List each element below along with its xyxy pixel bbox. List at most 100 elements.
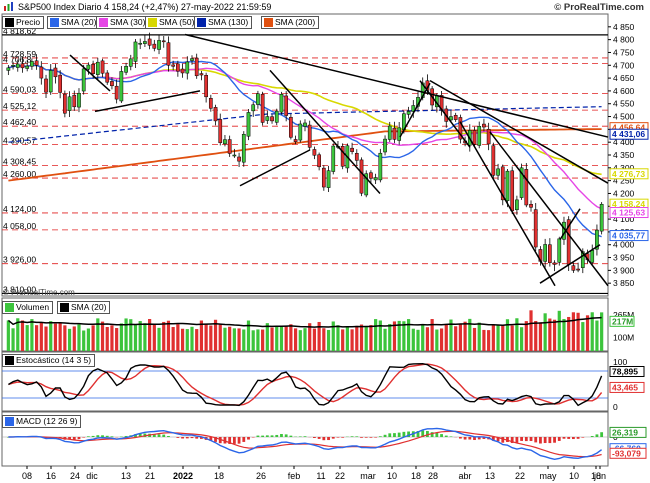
x-tick-label: 18	[591, 471, 601, 481]
candle	[373, 177, 378, 181]
level-label: 4 728,59	[3, 49, 36, 59]
candle	[359, 159, 364, 194]
volume-bar	[430, 319, 434, 351]
y-tick-label: 4 000	[613, 240, 635, 250]
legend-swatch-volume	[5, 303, 14, 312]
prorealtime-logo-icon	[4, 2, 13, 11]
candle	[265, 116, 270, 121]
x-tick-label: 28	[428, 471, 438, 481]
macd-histogram-bar	[280, 433, 283, 437]
macd-histogram-bar	[6, 437, 10, 438]
candle	[218, 119, 223, 143]
stochastic-legend: Estocástico (14 3 5)	[2, 354, 96, 367]
candle	[500, 166, 505, 201]
volume-bar	[435, 329, 439, 351]
macd-histogram-bar	[72, 437, 76, 440]
candle	[270, 116, 274, 122]
macd-histogram-bar	[105, 435, 109, 437]
volume-bar	[336, 325, 340, 351]
level-label: 4 525,12	[3, 101, 36, 111]
y-tick-label: 4 850	[613, 22, 635, 32]
candle	[72, 94, 77, 108]
candle	[77, 92, 81, 108]
legend-swatch-sma130	[197, 18, 206, 27]
candle	[133, 41, 138, 62]
candle	[53, 67, 58, 78]
volume-bar	[454, 326, 458, 351]
volume-bar	[115, 328, 119, 351]
volume-bar	[421, 324, 425, 351]
macd-legend: MACD (12 26 9)	[2, 415, 82, 428]
macd-histogram-bar	[124, 435, 128, 437]
volume-bar	[449, 319, 453, 351]
x-tick-label: 18	[214, 471, 224, 481]
macd-histogram-bar	[152, 434, 156, 437]
right-value-box	[609, 128, 649, 140]
candle	[477, 126, 482, 146]
panel-frame	[1, 13, 609, 297]
volume-bar	[524, 321, 528, 351]
candle	[378, 152, 383, 181]
volume-bar	[190, 326, 194, 351]
candle	[30, 61, 34, 67]
sma200-line	[8, 128, 602, 182]
macd-panel: 026,319-66,760-93,079	[1, 411, 647, 467]
candle	[533, 209, 538, 248]
macd-histogram-bar	[378, 436, 382, 437]
macd-histogram-bar	[214, 437, 217, 442]
x-axis: 08 16 24 dic 13 21 2022 18 26 feb 11 22 mar 10 18 28 abr…	[22, 466, 606, 481]
volume-tick-label: 265M	[613, 310, 634, 320]
volume-bar	[138, 321, 142, 351]
legend-swatch-volume-sma	[60, 303, 69, 312]
macd-histogram-bar	[393, 433, 396, 437]
volume-bar	[86, 328, 91, 351]
legend-sma30: SMA (30)	[110, 17, 146, 27]
macd-histogram-bar	[543, 437, 547, 444]
candle	[595, 229, 599, 250]
macd-histogram-bar	[515, 437, 519, 443]
y-tick-label: 4 650	[613, 73, 635, 83]
macd-histogram-bar	[548, 437, 552, 444]
volume-bar	[322, 328, 326, 351]
stochastic-tick-label: 100	[613, 357, 627, 367]
volume-bar	[538, 322, 543, 351]
candle	[524, 169, 529, 206]
candle	[48, 70, 53, 93]
macd-histogram-bar	[195, 437, 199, 439]
right-value-label: 4 125,63	[612, 208, 645, 218]
candle	[458, 117, 463, 140]
stochastic-value-label: 43,465	[612, 382, 638, 392]
level-label: 4 706,8	[3, 55, 32, 65]
x-tick-label: 24	[70, 471, 80, 481]
website-label[interactable]: © ProRealTime.com	[554, 2, 644, 13]
trend-line	[539, 244, 601, 284]
volume-bar	[331, 321, 335, 351]
candle	[110, 81, 114, 87]
volume-bar	[44, 326, 48, 351]
volume-bar	[378, 320, 382, 351]
macd-histogram-bar	[162, 434, 166, 437]
volume-bar	[119, 323, 123, 351]
volume-bar	[20, 320, 25, 351]
candle	[321, 167, 326, 188]
candle	[119, 71, 124, 102]
macd-value-box	[609, 426, 647, 438]
y-tick-label: 4 250	[613, 176, 635, 186]
macd-histogram-bar	[355, 436, 359, 437]
candle	[510, 170, 515, 212]
volume-bar	[270, 327, 274, 351]
volume-bar	[25, 325, 29, 351]
x-tick-label: 2022	[173, 471, 193, 481]
macd-histogram-bar	[529, 437, 533, 442]
macd-histogram-bar	[501, 437, 505, 443]
macd-histogram-bar	[397, 432, 401, 437]
volume-bar	[482, 329, 486, 351]
legend-swatch-stochastic	[5, 356, 14, 365]
macd-histogram-bar	[426, 430, 429, 437]
candle	[241, 133, 246, 163]
volume-bar	[341, 329, 345, 351]
macd-histogram-bar	[350, 436, 354, 437]
macd-histogram-bar	[430, 432, 434, 437]
macd-histogram-bar	[473, 437, 476, 441]
